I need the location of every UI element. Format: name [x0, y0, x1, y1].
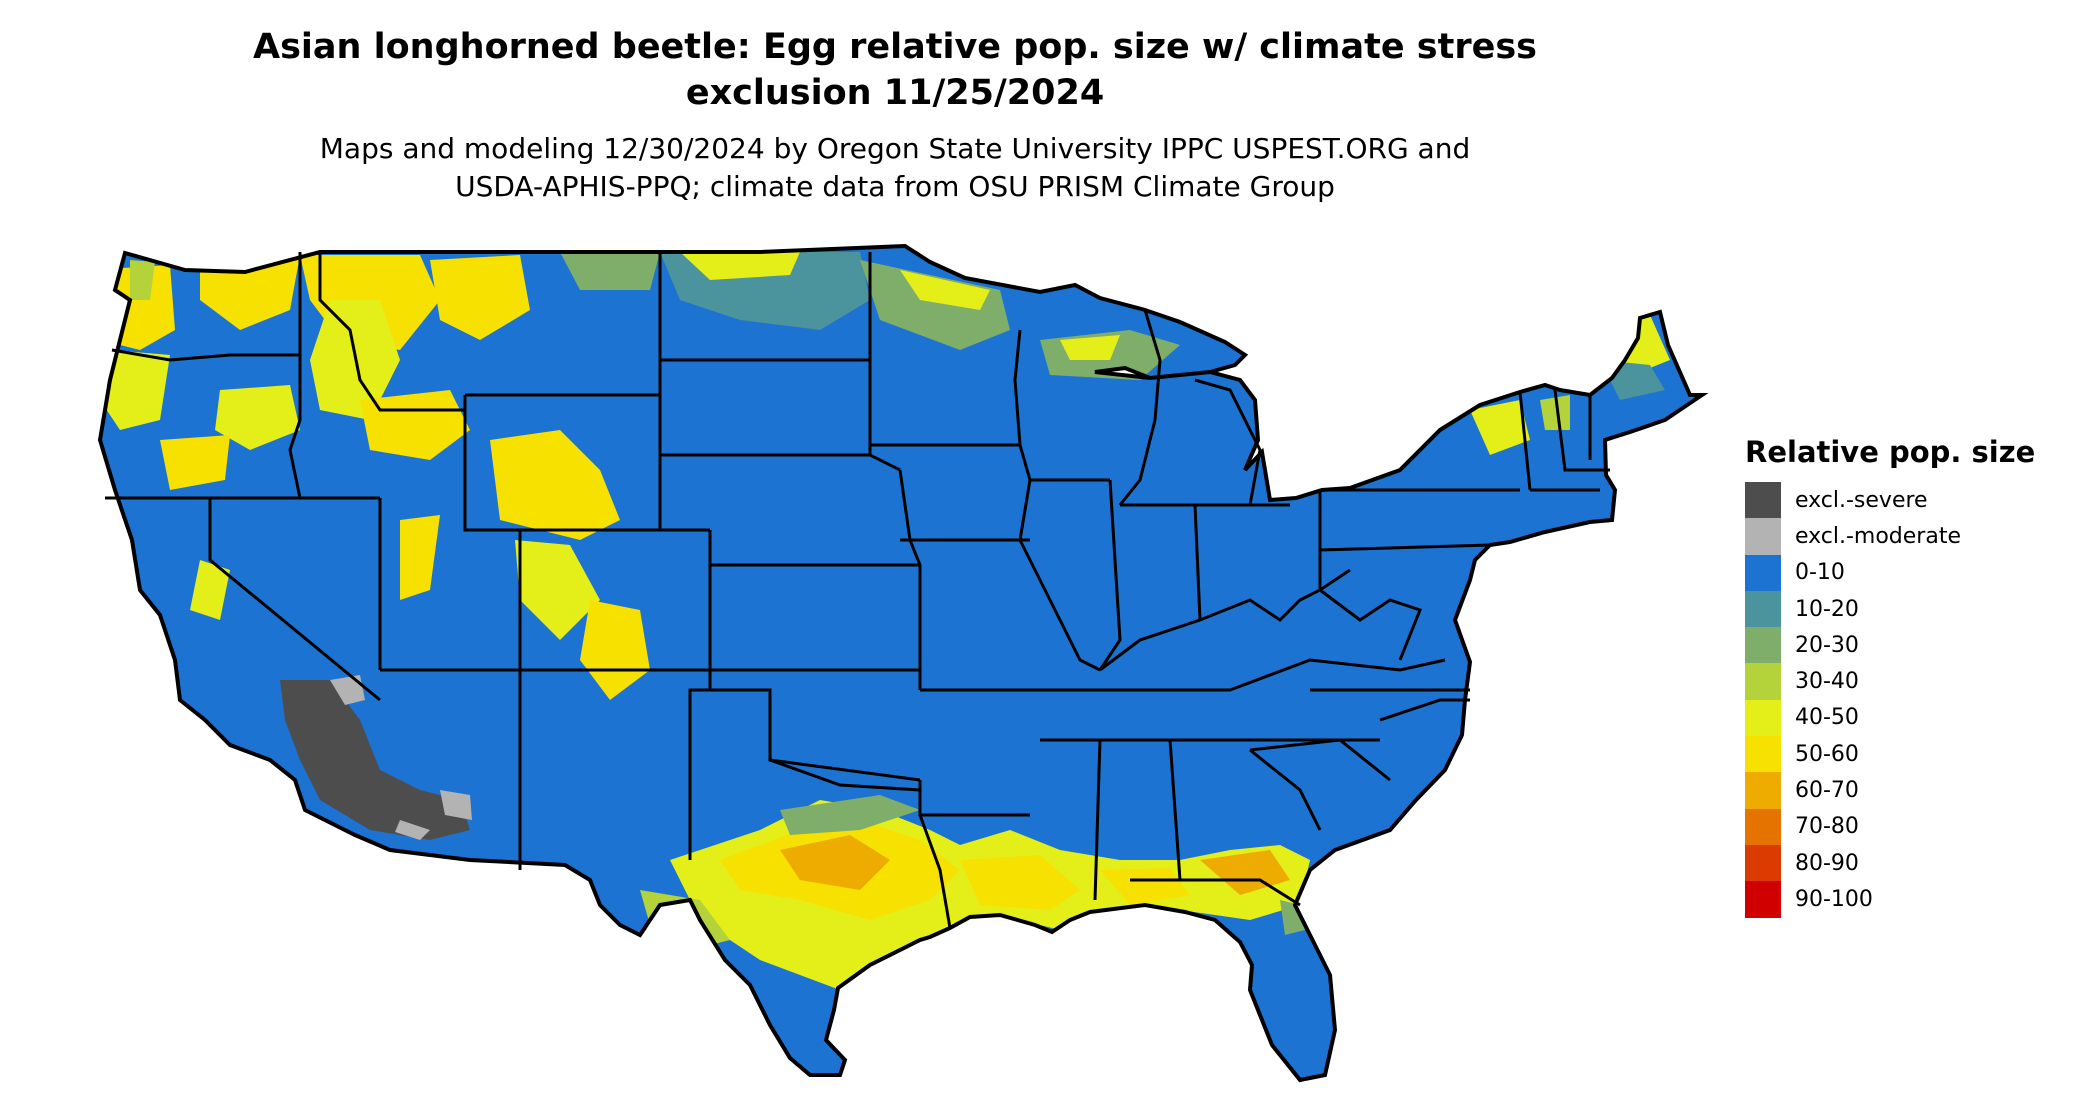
- legend-swatch: [1745, 663, 1781, 700]
- zone-northwest-mountains: [100, 255, 650, 700]
- legend-item: 80-90: [1745, 844, 2035, 882]
- legend-label: 20-30: [1795, 632, 1859, 658]
- us-map: [97, 243, 1709, 1083]
- legend-item: 60-70: [1745, 772, 2035, 809]
- legend-label: 60-70: [1795, 778, 1859, 804]
- legend-label: 50-60: [1795, 741, 1859, 767]
- legend-items: excl.-severe excl.-moderate 0-10 10-20 20-30…: [1745, 482, 2035, 918]
- map-subtitle: Maps and modeling 12/30/2024 by Oregon S…: [0, 130, 1790, 206]
- legend-swatch: [1745, 518, 1781, 555]
- legend-item: 70-80: [1745, 808, 2035, 845]
- legend-swatch: [1745, 881, 1781, 918]
- subtitle-line-1: Maps and modeling 12/30/2024 by Oregon S…: [319, 132, 1471, 165]
- legend-swatch: [1745, 736, 1781, 773]
- legend-item: 90-100: [1745, 881, 2035, 918]
- map-legend: Relative pop. size excl.-severe excl.-mod…: [1745, 432, 2035, 918]
- legend-label: 40-50: [1795, 705, 1859, 731]
- legend-swatch: [1745, 844, 1781, 882]
- legend-item: 0-10: [1745, 554, 2035, 591]
- state-borders: [97, 243, 1709, 1083]
- map-title: Asian longhorned beetle: Egg relative po…: [0, 24, 1790, 116]
- legend-label: 90-100: [1795, 886, 1873, 912]
- title-line-1: Asian longhorned beetle: Egg relative po…: [253, 27, 1537, 67]
- legend-swatch: [1745, 627, 1781, 664]
- legend-label: 70-80: [1795, 814, 1859, 840]
- legend-label: 30-40: [1795, 669, 1859, 695]
- legend-label: excl.-severe: [1795, 487, 1928, 513]
- legend-item: 40-50: [1745, 699, 2035, 737]
- legend-item: 10-20: [1745, 590, 2035, 628]
- legend-swatch: [1745, 699, 1781, 737]
- legend-item: 20-30: [1745, 627, 2035, 664]
- subtitle-line-2: USDA-APHIS-PPQ; climate data from OSU PR…: [455, 170, 1335, 203]
- legend-item: 50-60: [1745, 736, 2035, 773]
- zone-southwest-exclusion: [280, 675, 472, 840]
- legend-swatch: [1745, 772, 1781, 809]
- legend-swatch: [1745, 808, 1781, 845]
- climate-raster: [100, 246, 1702, 1080]
- legend-title: Relative pop. size: [1745, 435, 2036, 469]
- legend-swatch: [1745, 554, 1781, 591]
- legend-label: 0-10: [1795, 560, 1845, 586]
- legend-swatch: [1745, 482, 1781, 519]
- legend-label: excl.-moderate: [1795, 523, 1961, 549]
- zone-northern-plains: [560, 252, 1180, 380]
- legend-item: excl.-severe: [1745, 482, 2035, 519]
- title-line-2: exclusion 11/25/2024: [685, 73, 1105, 113]
- legend-item: 30-40: [1745, 663, 2035, 700]
- legend-swatch: [1745, 590, 1781, 628]
- legend-item: excl.-moderate: [1745, 518, 2035, 555]
- legend-label: 10-20: [1795, 596, 1859, 622]
- legend-label: 80-90: [1795, 850, 1859, 876]
